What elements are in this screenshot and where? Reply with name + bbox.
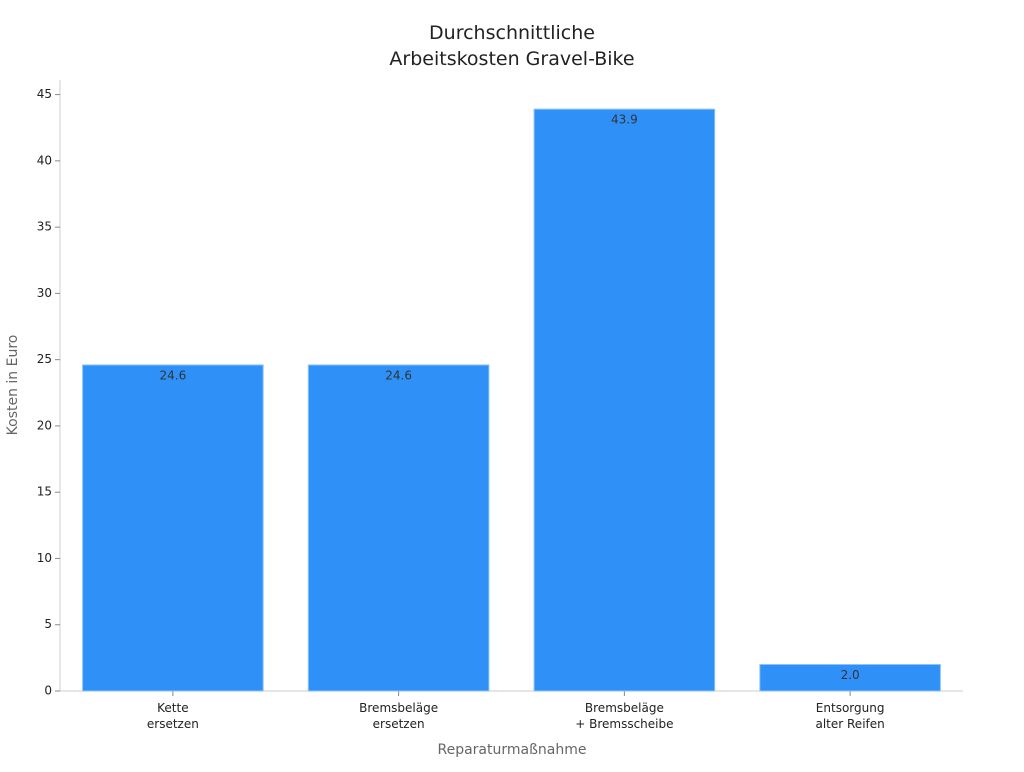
y-tick-label: 10 [37, 551, 52, 565]
y-tick-label: 20 [37, 418, 52, 432]
y-tick-label: 0 [44, 684, 52, 698]
y-tick-label: 30 [37, 286, 52, 300]
y-tick-label: 40 [37, 153, 52, 167]
x-tick-label: Kette ersetzen [147, 701, 199, 731]
x-tick-label: Bremsbeläge + Bremsscheibe [575, 701, 673, 731]
x-axis-label: Reparaturmaßnahme [438, 742, 587, 758]
value-label: 24.6 [385, 368, 412, 382]
value-label: 2.0 [841, 668, 860, 682]
y-axis-label: Kosten in Euro [5, 335, 21, 436]
x-tick-label: Bremsbeläge ersetzen [359, 701, 438, 731]
y-tick-label: 45 [37, 87, 52, 101]
value-label: 24.6 [160, 368, 187, 382]
chart-title: Durchschnittliche Arbeitskosten Gravel-Bi… [389, 22, 634, 70]
x-tick-label: Entsorgung alter Reifen [815, 701, 884, 731]
value-label: 43.9 [611, 113, 638, 127]
bar [307, 364, 490, 692]
bar [759, 663, 941, 692]
y-tick-label: 25 [37, 352, 52, 366]
bar [82, 364, 264, 692]
y-tick-label: 15 [37, 485, 52, 499]
y-tick-label: 35 [37, 220, 52, 234]
bar [533, 108, 716, 692]
y-tick-label: 5 [44, 617, 52, 631]
